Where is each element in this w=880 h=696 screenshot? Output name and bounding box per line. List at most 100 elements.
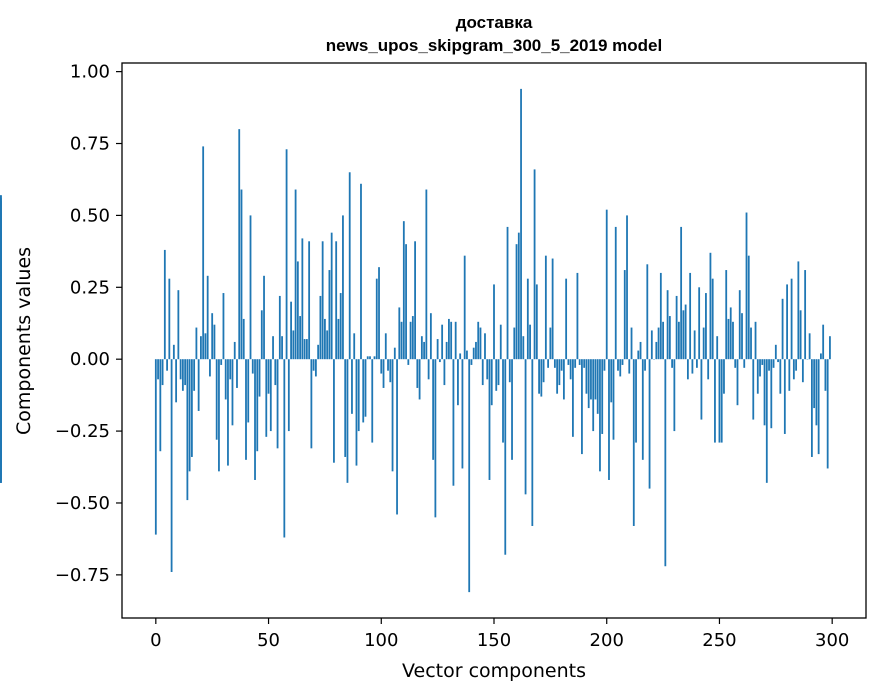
bar bbox=[531, 359, 534, 526]
bar bbox=[188, 359, 191, 472]
bar bbox=[0, 359, 2, 383]
bar bbox=[319, 295, 322, 360]
bar bbox=[759, 359, 761, 377]
bar bbox=[326, 330, 329, 360]
bar bbox=[418, 359, 421, 400]
bar bbox=[792, 359, 795, 380]
bar bbox=[772, 359, 775, 368]
bar bbox=[576, 272, 579, 360]
bar bbox=[619, 359, 622, 377]
bar bbox=[601, 359, 604, 434]
bar bbox=[305, 339, 308, 360]
bar bbox=[569, 359, 572, 380]
bar bbox=[761, 359, 764, 365]
bar bbox=[583, 359, 586, 368]
bar bbox=[779, 359, 782, 394]
bar bbox=[585, 359, 588, 394]
y-axis-label: Components values bbox=[13, 247, 35, 435]
bar bbox=[163, 249, 166, 360]
bar bbox=[691, 359, 694, 374]
bar bbox=[750, 327, 752, 360]
bar bbox=[553, 359, 556, 368]
bar bbox=[197, 359, 200, 411]
bar bbox=[738, 290, 741, 360]
bar bbox=[260, 310, 263, 360]
bar bbox=[236, 359, 238, 388]
bar bbox=[328, 270, 331, 360]
bar bbox=[333, 359, 335, 463]
bar bbox=[736, 359, 739, 406]
bar bbox=[290, 301, 292, 360]
bar bbox=[781, 298, 784, 360]
bar bbox=[756, 359, 759, 394]
bar bbox=[206, 275, 209, 360]
x-tick-label: 200 bbox=[590, 630, 624, 651]
bar bbox=[522, 336, 525, 360]
bar bbox=[161, 359, 164, 386]
bar bbox=[0, 327, 2, 360]
x-tick-label: 50 bbox=[257, 630, 280, 651]
bar bbox=[700, 359, 703, 420]
bar bbox=[538, 359, 540, 394]
bar bbox=[215, 359, 218, 440]
bar bbox=[743, 359, 746, 368]
bar bbox=[822, 324, 825, 360]
bar bbox=[664, 359, 667, 567]
bar bbox=[725, 270, 728, 360]
bar bbox=[450, 321, 453, 360]
bar bbox=[324, 318, 326, 360]
bar bbox=[515, 244, 518, 360]
bar bbox=[154, 359, 157, 535]
bar bbox=[342, 215, 344, 360]
bar bbox=[689, 272, 692, 360]
bar bbox=[608, 359, 610, 480]
bar bbox=[287, 359, 290, 432]
bar bbox=[628, 359, 631, 374]
y-tick-label: −0.25 bbox=[55, 421, 110, 442]
bar bbox=[330, 232, 333, 360]
bar bbox=[294, 189, 297, 360]
chart-subtitle: news_upos_skipgram_300_5_2019 model bbox=[326, 36, 662, 55]
bar bbox=[813, 359, 816, 409]
bar bbox=[526, 278, 529, 360]
bar bbox=[650, 330, 653, 360]
bar bbox=[783, 359, 786, 434]
y-axis-ticks: −0.75 −0.50 −0.25 0.00 0.25 0.50 0.75 1.00 bbox=[55, 62, 122, 586]
bar bbox=[414, 241, 416, 360]
bar bbox=[436, 339, 439, 360]
y-tick-label: 0.00 bbox=[70, 349, 110, 370]
bar bbox=[353, 333, 356, 360]
bar bbox=[686, 359, 689, 380]
bar bbox=[357, 359, 360, 432]
bar bbox=[274, 359, 277, 386]
bar bbox=[630, 327, 633, 360]
bar bbox=[587, 359, 590, 409]
bar bbox=[499, 324, 502, 360]
bar bbox=[705, 293, 707, 360]
bar bbox=[303, 339, 306, 360]
bar bbox=[409, 321, 412, 360]
bar bbox=[400, 321, 403, 360]
bar bbox=[540, 359, 543, 397]
bar bbox=[662, 321, 664, 360]
bar bbox=[265, 359, 268, 437]
bar bbox=[346, 359, 349, 483]
bar bbox=[366, 356, 369, 360]
bar bbox=[242, 318, 245, 360]
bar bbox=[220, 359, 223, 365]
bar bbox=[190, 359, 193, 457]
bar bbox=[402, 221, 405, 360]
bar bbox=[817, 359, 820, 455]
bar bbox=[463, 255, 466, 360]
bar bbox=[659, 272, 662, 360]
bar bbox=[375, 278, 378, 360]
bar bbox=[335, 241, 338, 360]
bar bbox=[711, 278, 714, 360]
bar bbox=[170, 359, 173, 572]
bar bbox=[770, 359, 773, 429]
bar bbox=[768, 359, 770, 371]
bar bbox=[668, 316, 671, 360]
bar bbox=[389, 359, 392, 383]
bar bbox=[680, 226, 683, 360]
bar bbox=[506, 226, 509, 360]
